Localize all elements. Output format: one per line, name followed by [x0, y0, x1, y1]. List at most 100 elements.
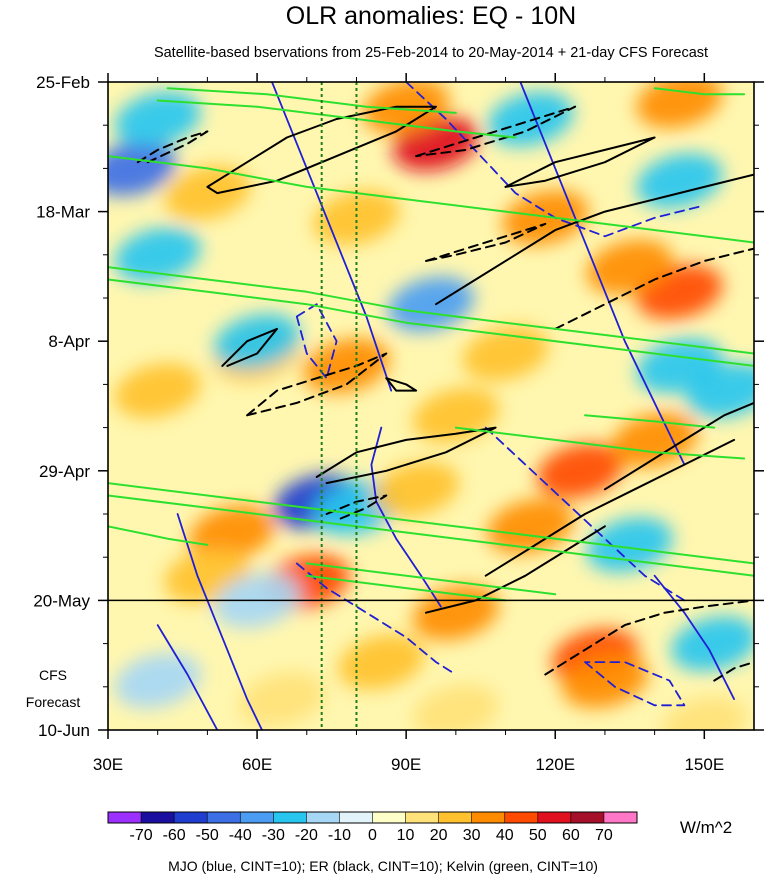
anomaly-blob-18: [412, 387, 500, 443]
y-tick-label-2: 8-Apr: [48, 332, 90, 351]
colorbar-swatch-12: [504, 812, 539, 823]
reference-longitude-lines: [320, 82, 358, 730]
mjo-contour-6: [405, 82, 706, 238]
x-tick-label-4: 150E: [684, 755, 724, 774]
colorbar-swatch-7: [339, 812, 373, 823]
er-contour-0: [206, 105, 437, 195]
mjo-contour-10: [484, 426, 686, 602]
er-contour-9: [136, 130, 209, 164]
y-tick-label-0: 25-Feb: [36, 73, 90, 92]
anomaly-blob-15: [303, 338, 390, 394]
er-contour-13: [246, 352, 388, 417]
anomaly-blob-29: [487, 498, 574, 554]
anomaly-blob-4: [487, 91, 574, 147]
colorbar-label-2: -50: [196, 827, 219, 844]
er-contour-1: [504, 136, 656, 188]
er-contour-5: [603, 401, 754, 491]
colorbar-label-6: -10: [328, 827, 351, 844]
colorbar-label-8: 10: [397, 827, 415, 844]
y-tick-label-3: 29-Apr: [39, 462, 90, 481]
kelvin-contour-12: [653, 87, 746, 96]
forecast-label-line1: CFS: [39, 667, 67, 683]
colorbar-swatch-0: [108, 812, 142, 823]
er-contour-14: [325, 494, 388, 522]
er-contour-15: [544, 599, 754, 676]
colorbar-swatch-9: [405, 812, 439, 823]
colorbar-label-7: 0: [368, 827, 377, 844]
colorbar-label-1: -60: [163, 827, 186, 844]
plot-area: [108, 82, 754, 730]
anomaly-blob-41: [661, 696, 748, 730]
kelvin-contour-5: [108, 482, 754, 565]
er-contour-7: [425, 525, 606, 614]
colorbar-label-9: 20: [430, 827, 448, 844]
kelvin-contour-7: [108, 525, 209, 546]
colorbar-swatch-13: [537, 812, 572, 823]
colorbar-swatch-2: [174, 812, 208, 823]
colorbar-label-4: -30: [262, 827, 285, 844]
colorbar-swatch-11: [471, 812, 506, 823]
anomaly-blob-28: [372, 461, 460, 517]
colorbar: -70 -60 -50 -40 -30 -20 -10 0 10 20 30 40 50 60 70: [107, 811, 638, 844]
x-tick-label-0: 30E: [93, 755, 123, 774]
kelvin-contour-10: [454, 426, 746, 460]
mjo-contour-2: [176, 513, 263, 730]
colorbar-label-3: -40: [229, 827, 252, 844]
anomaly-blob-12: [114, 227, 201, 283]
colorbar-swatch-1: [141, 812, 175, 823]
colorbar-swatch-6: [306, 812, 340, 823]
er-contour-8: [385, 377, 418, 392]
anomaly-blob-7: [164, 165, 251, 221]
colorbar-label-12: 50: [529, 827, 547, 844]
er-contour-11: [425, 222, 547, 262]
anomaly-blob-40: [412, 684, 500, 730]
colorbar-label-5: -20: [295, 827, 318, 844]
anomaly-blob-3: [114, 91, 201, 147]
colorbar-label-14: 70: [595, 827, 613, 844]
anomaly-blob-16: [462, 326, 549, 381]
y-tick-label-4: 20-May: [33, 591, 90, 610]
x-axis: 30E 60E 90E 120E 150E: [93, 73, 724, 774]
kelvin-contour-0: [108, 155, 754, 244]
colorbar-label-13: 60: [562, 827, 580, 844]
kelvin-contour-4: [166, 87, 457, 114]
colorbar-swatch-10: [438, 812, 472, 823]
er-contour-16: [713, 661, 754, 682]
anomaly-blob-25: [189, 505, 276, 560]
x-tick-label-3: 120E: [535, 755, 575, 774]
x-tick-label-1: 60E: [242, 755, 272, 774]
er-contour-6: [484, 438, 736, 577]
mjo-contour-0: [271, 82, 393, 392]
chart-subtitle: Satellite-based bservations from 25-Feb-…: [154, 45, 708, 61]
kelvin-contour-11: [584, 414, 716, 429]
mjo-contour-9: [584, 661, 686, 707]
kelvin-contour-1: [108, 266, 754, 355]
mjo-contour-8: [295, 562, 457, 676]
anomaly-blob-37: [338, 634, 425, 690]
chart-title: OLR anomalies: EQ - 10N: [286, 2, 576, 30]
anomaly-blob-8: [313, 190, 400, 246]
colorbar-swatch-5: [273, 812, 307, 823]
y-tick-label-5: 10-Jun: [38, 721, 90, 740]
plot-frame: [107, 81, 755, 731]
er-contour-10: [415, 105, 577, 158]
colorbar-swatch-15: [603, 812, 638, 823]
kelvin-contour-6: [108, 494, 754, 577]
kelvin-contours: [108, 87, 754, 602]
mjo-contour-3: [156, 624, 219, 730]
anomaly-blob-36: [671, 616, 754, 671]
kelvin-contour-9: [305, 574, 507, 602]
contour-legend: MJO (blue, CINT=10); ER (black, CINT=10)…: [168, 858, 598, 874]
mjo-contour-4: [370, 426, 442, 608]
kelvin-contour-2: [108, 278, 754, 367]
y-axis: 25-Feb 18-Mar 8-Apr 29-Apr 20-May 10-Jun: [33, 73, 764, 740]
colorbar-label-11: 40: [496, 827, 514, 844]
y-tick-label-1: 18-Mar: [36, 203, 90, 222]
colorbar-swatch-4: [240, 812, 274, 823]
mjo-contours: [156, 82, 735, 730]
anomaly-blob-39: [238, 671, 326, 727]
colorbar-swatch-14: [570, 812, 605, 823]
anomaly-blob-6: [636, 82, 723, 128]
colorbar-swatch-8: [372, 812, 406, 823]
